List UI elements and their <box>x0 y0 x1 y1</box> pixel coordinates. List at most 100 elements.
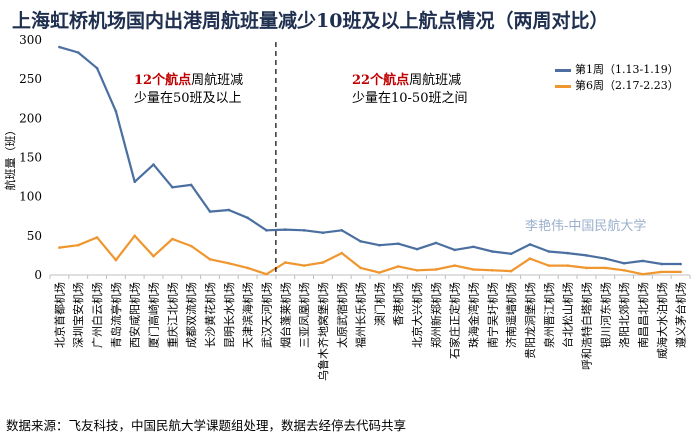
y-axis: 0 50 100 150 200 250 300 <box>19 33 42 282</box>
data-point-week1 <box>302 229 306 232</box>
legend-label-week1: 第1周（1.13-1.19） <box>575 63 679 76</box>
data-point-week6 <box>246 266 249 270</box>
line-chart: 0 50 100 150 200 250 300 北京首都机场 深圳宝安机场 广州白云机场 青岛流… <box>3 33 691 381</box>
x-axis: 北京首都机场 深圳宝安机场 广州白云机场 青岛流亭机场 西安咸阳机场 厦门高崎机场 重庆江北… <box>49 274 691 381</box>
note-right: 22个航点周航班减 少量在10-50班之间 <box>352 72 467 108</box>
data-point-week6 <box>566 264 569 267</box>
data-point-week6 <box>302 264 306 267</box>
data-point-week6 <box>434 268 438 271</box>
data-point-week1 <box>321 231 325 234</box>
data-point-week6 <box>227 261 231 265</box>
data-point-week1 <box>208 210 212 213</box>
legend-item-week1: 第1周（1.13-1.19） <box>555 62 679 78</box>
legend-item-week6: 第6周（2.17-2.23） <box>555 78 679 94</box>
data-point-week6 <box>472 268 475 271</box>
note-left-text1: 周航班减 <box>191 73 244 88</box>
note-right-text2: 少量在10-50班之间 <box>352 91 468 106</box>
data-point-week1 <box>58 45 61 49</box>
data-point-week1 <box>227 208 231 212</box>
data-point-week6 <box>396 265 400 268</box>
series-line-week6 <box>59 234 681 276</box>
x-tick-label: 天津滨海机场 <box>241 282 255 348</box>
y-tick-label: 100 <box>19 190 42 204</box>
note-right-count: 22个航点 <box>352 73 410 88</box>
data-point-week1 <box>660 262 664 266</box>
data-point-week1 <box>283 228 287 231</box>
data-point-week1 <box>133 180 137 184</box>
data-point-week6 <box>453 264 457 267</box>
data-point-week6 <box>76 243 80 247</box>
data-source: 数据来源：飞友科技，中国民航大学课题组处理，数据去经停去代码共享 <box>6 418 407 433</box>
data-point-week1 <box>509 252 513 256</box>
data-point-week1 <box>265 229 268 232</box>
data-point-week6 <box>641 272 645 276</box>
x-tick-label: 香港机场 <box>391 282 405 326</box>
data-point-week6 <box>660 270 664 274</box>
chart-title: 上海虹桥机场国内出港周航班量减少10班及以上航点情况（两周对比） <box>12 10 609 32</box>
x-tick-label: 乌鲁木齐地窝堡机场 <box>316 282 330 381</box>
y-tick-label: 50 <box>27 229 42 243</box>
data-point-week1 <box>76 51 80 54</box>
y-tick-label: 300 <box>19 33 42 47</box>
data-point-week6 <box>415 269 419 272</box>
x-tick-label: 成都双流机场 <box>184 282 198 348</box>
x-tick-label: 澳门机场 <box>372 282 386 326</box>
x-tick-label: 洛阳北郊机场 <box>617 282 631 348</box>
x-tick-label: 银川河东机场 <box>598 282 612 348</box>
data-point-week6 <box>95 236 99 239</box>
data-point-week6 <box>509 269 513 273</box>
x-tick-label: 北京首都机场 <box>52 282 66 348</box>
x-tick-label: 广州白云机场 <box>90 282 104 348</box>
data-point-week6 <box>378 271 381 274</box>
x-tick-label: 济南遥墙机场 <box>504 282 518 348</box>
data-point-week1 <box>641 259 645 263</box>
note-right-text1: 周航班减 <box>409 73 462 88</box>
data-point-week6 <box>340 251 344 255</box>
data-point-week1 <box>472 245 475 249</box>
data-point-week1 <box>152 163 155 166</box>
data-point-week6 <box>359 266 362 270</box>
note-left: 12个航点周航班减 少量在50班及以上 <box>134 72 243 108</box>
data-point-week1 <box>359 240 362 243</box>
data-point-week1 <box>491 250 494 253</box>
data-point-week6 <box>491 269 494 272</box>
data-point-week1 <box>396 242 400 245</box>
legend: 第1周（1.13-1.19） 第6周（2.17-2.23） <box>555 62 679 94</box>
data-point-week6 <box>679 270 682 274</box>
data-point-week1 <box>566 251 569 255</box>
data-point-week1 <box>528 243 532 246</box>
legend-label-week6: 第6周（2.17-2.23） <box>575 79 679 92</box>
data-point-week1 <box>603 257 607 260</box>
data-point-week1 <box>114 109 118 113</box>
data-point-week1 <box>95 66 99 70</box>
x-tick-label: 郑州新郑机场 <box>429 282 443 348</box>
data-point-week1 <box>246 216 249 220</box>
note-left-count: 12个航点 <box>134 73 192 88</box>
data-point-week6 <box>321 261 325 264</box>
data-point-week1 <box>585 254 588 257</box>
x-tick-label: 遵义茅台机场 <box>674 282 688 348</box>
legend-swatch-week1 <box>555 68 571 72</box>
data-point-week1 <box>453 248 457 252</box>
y-axis-label: 航班量（班） <box>3 125 17 191</box>
x-tick-label: 贵阳龙洞堡机场 <box>523 282 537 359</box>
data-point-week6 <box>283 261 287 264</box>
data-point-week1 <box>378 243 381 247</box>
data-point-week1 <box>415 247 419 251</box>
data-point-week1 <box>622 261 626 265</box>
x-tick-label: 西安咸阳机场 <box>128 282 142 348</box>
watermark: 李艳伟-中国民航大学 <box>525 219 647 234</box>
x-tick-label: 武汉天河机场 <box>259 282 273 348</box>
y-tick-label: 0 <box>34 268 42 282</box>
data-point-week6 <box>547 264 551 267</box>
data-point-week6 <box>133 234 137 238</box>
data-point-week6 <box>622 269 626 272</box>
x-tick-label: 三亚凤凰机场 <box>297 282 311 348</box>
x-tick-label: 南昌昌北机场 <box>636 282 650 348</box>
data-point-week1 <box>547 250 551 253</box>
y-tick-label: 200 <box>19 111 42 125</box>
x-tick-label: 北京大兴机场 <box>410 282 424 348</box>
data-point-week1 <box>340 229 344 232</box>
legend-swatch-week6 <box>555 84 571 88</box>
x-tick-label: 长沙黄花机场 <box>203 282 217 348</box>
